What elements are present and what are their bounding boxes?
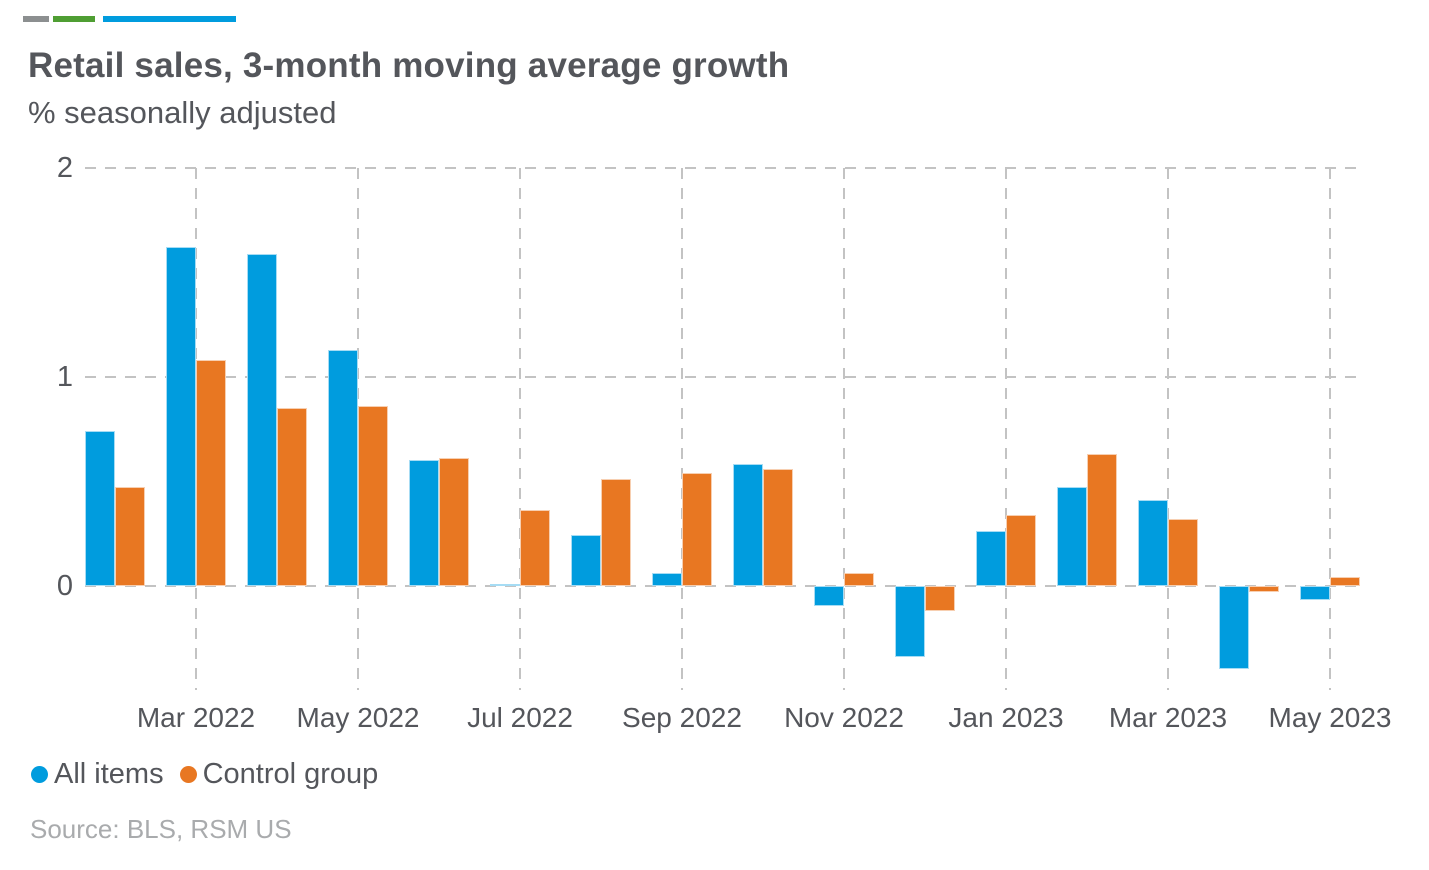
y-tick-label-0: 0 [56, 569, 73, 602]
bar-all-items-feb-2022 [85, 431, 115, 586]
bar-all-items-nov-2022 [814, 585, 844, 607]
gridline-v-jul-2022 [519, 168, 521, 690]
bar-control-group-may-2023 [1330, 577, 1360, 586]
bar-all-items-may-2022 [328, 349, 358, 586]
x-tick-label-may-2022: May 2022 [296, 702, 420, 733]
bar-all-items-apr-2022 [247, 253, 277, 586]
bar-all-items-dec-2022 [895, 585, 925, 657]
gridline-v-may-2023 [1329, 168, 1331, 690]
bar-all-items-sep-2022 [652, 573, 682, 586]
gray-accent-bar [23, 16, 49, 22]
gridline-v-mar-2023 [1167, 168, 1169, 690]
x-tick-label-mar-2023: Mar 2023 [1108, 702, 1228, 733]
bar-control-group-nov-2022 [844, 573, 874, 586]
blue-accent-bar [103, 16, 236, 22]
x-tick-label-jul-2022: Jul 2022 [467, 702, 573, 733]
bar-control-group-oct-2022 [763, 468, 793, 586]
x-tick-label-nov-2022: Nov 2022 [784, 702, 904, 733]
bar-control-group-apr-2022 [277, 408, 307, 586]
bar-all-items-mar-2023 [1138, 499, 1168, 586]
legend-label-control-group: Control group [202, 758, 379, 790]
retail-sales-chart: 0 1 2 Mar 2022 May 2022 Jul 2022 Sep 2022 Nov … [56, 152, 1392, 733]
y-tick-label-1: 1 [56, 360, 73, 393]
legend-item-control-group[interactable]: Control group [179, 758, 379, 791]
y-tick-label-2: 2 [56, 152, 73, 184]
chart-title: Retail sales, 3-month moving average gro… [28, 46, 790, 85]
bar-control-group-mar-2023 [1168, 518, 1198, 586]
bar-all-items-feb-2023 [1057, 487, 1087, 586]
gridline-h-0 [85, 584, 1362, 587]
chart-subtitle: % seasonally adjusted [28, 95, 337, 130]
bar-all-items-jul-2022 [490, 583, 520, 586]
legend-item-all-items[interactable]: All items [31, 758, 164, 791]
legend: All items Control group [31, 758, 378, 791]
bar-all-items-aug-2022 [571, 535, 601, 586]
bar-all-items-may-2023 [1300, 585, 1330, 601]
green-accent-bar [53, 16, 95, 22]
x-tick-label-jan-2023: Jan 2023 [948, 702, 1064, 733]
bar-all-items-apr-2023 [1219, 585, 1249, 670]
x-tick-label-sep-2022: Sep 2022 [622, 702, 742, 733]
bar-control-group-feb-2022 [115, 487, 145, 586]
bar-all-items-jun-2022 [409, 460, 439, 586]
gridline-v-jan-2023 [1005, 168, 1007, 690]
bar-control-group-jul-2022 [520, 510, 550, 586]
x-tick-label-may-2023: May 2023 [1268, 702, 1392, 733]
bar-all-items-jan-2023 [976, 531, 1006, 586]
control-group-dot-icon [179, 766, 197, 783]
gridline-v-nov-2022 [843, 168, 845, 690]
gridline-h-1 [85, 375, 1362, 378]
bar-control-group-aug-2022 [601, 479, 631, 586]
bar-control-group-dec-2022 [925, 585, 955, 611]
bar-control-group-may-2022 [358, 406, 388, 586]
x-tick-label-mar-2022: Mar 2022 [136, 702, 256, 733]
bar-control-group-mar-2022 [196, 360, 226, 586]
bar-all-items-mar-2022 [166, 247, 196, 586]
bar-control-group-apr-2023 [1249, 585, 1279, 592]
source-text: Source: BLS, RSM US [30, 814, 292, 844]
gridline-v-sep-2022 [681, 168, 683, 690]
bar-control-group-feb-2023 [1087, 454, 1117, 586]
bar-control-group-jan-2023 [1006, 514, 1036, 586]
bar-control-group-jun-2022 [439, 458, 469, 586]
legend-label-all-items: All items [54, 758, 164, 790]
plot-area [85, 167, 1362, 690]
bar-control-group-sep-2022 [682, 472, 712, 586]
bar-all-items-oct-2022 [733, 464, 763, 586]
all-items-dot-icon [31, 766, 48, 783]
gridline-h-2 [85, 167, 1362, 169]
